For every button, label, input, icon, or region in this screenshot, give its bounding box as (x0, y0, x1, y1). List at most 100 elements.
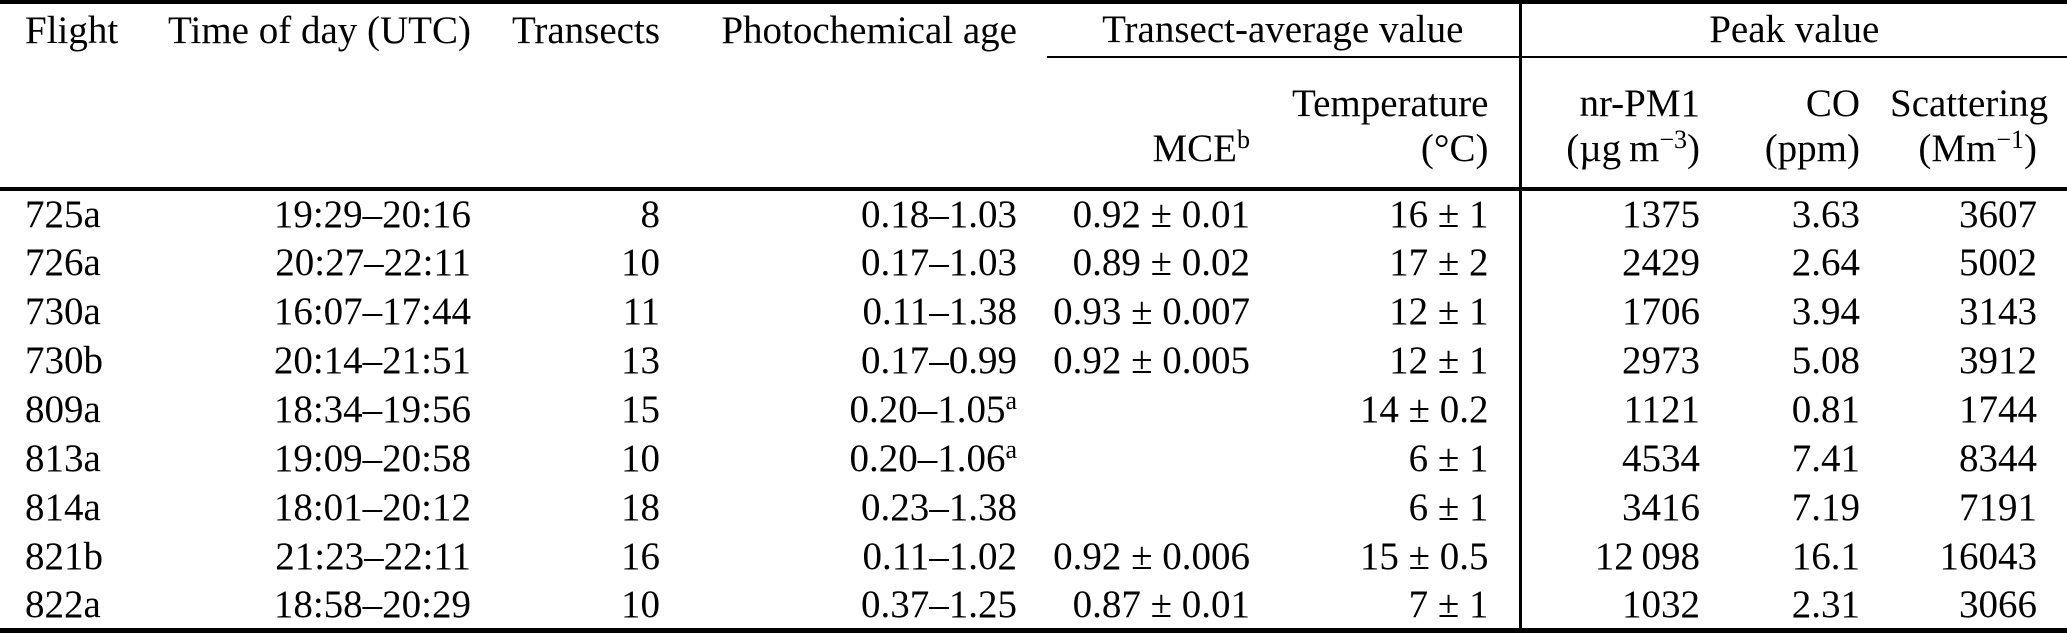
footnote-marker-a: a (1005, 435, 1017, 464)
cell-flight: 813a (25, 437, 101, 480)
cell-scattering: 16043 (1939, 535, 2038, 578)
header-row-groups: Flight Time of day (UTC) Transects Photo… (0, 2, 2067, 58)
cell-transects: 16 (621, 535, 660, 578)
cell-mce (1047, 385, 1280, 434)
age-range: 0.20–1.05 (849, 388, 1006, 431)
col-header-mce: MCEb (1047, 57, 1280, 191)
cell-photochemical-age: 0.17–0.99 (690, 336, 1047, 385)
table-row: 809a 18:34–19:56 15 0.20–1.05a 14 ± 0.2 … (0, 385, 2067, 434)
table-header: Flight Time of day (UTC) Transects Photo… (0, 2, 2067, 191)
cell-time-of-day: 18:58–20:29 (273, 582, 471, 626)
col-header-flight: Flight (25, 9, 119, 52)
scattering-unit-exponent: −1 (1996, 125, 2024, 154)
cell-transects: 13 (621, 339, 660, 382)
header-row-units: MCEb Temperature (°C) nr-PM1 (µg m−3) CO… (0, 57, 2067, 191)
group-header-peak-value: Peak value (1518, 2, 2067, 58)
table-body: 725a 19:29–20:16 8 0.18–1.03 0.92 ± 0.01… (0, 189, 2067, 630)
cell-scattering: 8344 (1959, 437, 2037, 480)
cell-flight: 822a (25, 582, 101, 626)
age-range: 0.11–1.38 (862, 290, 1017, 333)
cell-nrpm1: 12 098 (1518, 532, 1730, 581)
cell-photochemical-age: 0.11–1.02 (690, 532, 1047, 581)
cell-temperature: 17 ± 2 (1389, 241, 1489, 284)
spacer-cell (690, 57, 1047, 191)
cell-scattering: 3912 (1959, 339, 2037, 382)
cell-nrpm1: 2973 (1518, 336, 1730, 385)
cell-flight: 821b (25, 535, 103, 578)
cell-mce: 0.89 ± 0.02 (1072, 241, 1250, 284)
col-header-co: CO (ppm) (1730, 57, 1890, 191)
cell-co: 3.63 (1791, 193, 1860, 236)
cell-temperature: 6 ± 1 (1408, 437, 1489, 480)
scattering-unit-post: ) (2024, 127, 2037, 170)
cell-transects: 10 (621, 437, 660, 480)
cell-flight: 726a (25, 241, 101, 284)
cell-temperature: 16 ± 1 (1389, 193, 1489, 236)
cell-time-of-day: 20:14–21:51 (273, 339, 471, 382)
cell-co: 5.08 (1791, 339, 1860, 382)
cell-co: 2.31 (1791, 582, 1860, 626)
scattering-unit-pre: (Mm (1918, 127, 1997, 170)
cell-mce: 0.92 ± 0.006 (1053, 535, 1250, 578)
cell-scattering: 3143 (1959, 290, 2037, 333)
cell-photochemical-age: 0.37–1.25 (690, 581, 1047, 630)
col-header-scattering: Scattering (Mm−1) (1890, 57, 2067, 191)
cell-flight: 809a (25, 388, 101, 431)
table-row: 730a 16:07–17:44 11 0.11–1.38 0.93 ± 0.0… (0, 287, 2067, 336)
cell-time-of-day: 19:09–20:58 (273, 437, 471, 480)
spacer-cell (150, 57, 501, 191)
cell-time-of-day: 19:29–20:16 (273, 193, 471, 236)
cell-temperature: 7 ± 1 (1408, 582, 1489, 626)
cell-transects: 15 (621, 388, 660, 431)
cell-time-of-day: 20:27–22:11 (275, 241, 471, 284)
age-range: 0.17–0.99 (861, 339, 1017, 382)
group-header-transect-average-value: Transect-average value (1047, 2, 1520, 58)
cell-mce: 0.93 ± 0.007 (1053, 290, 1250, 333)
cell-temperature: 12 ± 1 (1389, 339, 1489, 382)
cell-photochemical-age: 0.20–1.06a (690, 434, 1047, 483)
footnote-marker-b: b (1237, 125, 1250, 154)
table-row: 813a 19:09–20:58 10 0.20–1.06a 6 ± 1 453… (0, 434, 2067, 483)
cell-photochemical-age: 0.20–1.05a (690, 385, 1047, 434)
cell-flight: 725a (25, 193, 101, 236)
nrpm1-unit: (µg m−3) (1522, 126, 1700, 171)
table-row: 814a 18:01–20:12 18 0.23–1.38 6 ± 1 3416… (0, 483, 2067, 532)
table-row: 730b 20:14–21:51 13 0.17–0.99 0.92 ± 0.0… (0, 336, 2067, 385)
scattering-unit: (Mm−1) (1890, 126, 2037, 171)
cell-co: 3.94 (1791, 290, 1860, 333)
cell-nrpm1: 1375 (1518, 189, 1730, 238)
col-header-temperature: Temperature (°C) (1280, 57, 1520, 191)
cell-flight: 730b (25, 339, 103, 382)
cell-time-of-day: 18:34–19:56 (273, 388, 471, 431)
cell-flight: 730a (25, 290, 101, 333)
col-header-transects: Transects (511, 9, 660, 52)
mce-label: MCE (1152, 127, 1237, 170)
table-row: 726a 20:27–22:11 10 0.17–1.03 0.89 ± 0.0… (0, 238, 2067, 287)
cell-nrpm1: 2429 (1518, 238, 1730, 287)
cell-temperature: 12 ± 1 (1389, 290, 1489, 333)
cell-photochemical-age: 0.17–1.03 (690, 238, 1047, 287)
cell-mce: 0.92 ± 0.005 (1053, 339, 1250, 382)
col-header-nrpm1: nr-PM1 (µg m−3) (1518, 57, 1730, 191)
cell-nrpm1: 1121 (1518, 385, 1730, 434)
cell-transects: 10 (621, 241, 660, 284)
cell-time-of-day: 16:07–17:44 (273, 290, 471, 333)
cell-temperature: 15 ± 0.5 (1359, 535, 1489, 578)
cell-temperature: 14 ± 0.2 (1359, 388, 1489, 431)
cell-temperature: 6 ± 1 (1408, 486, 1489, 529)
age-range: 0.17–1.03 (861, 241, 1017, 284)
cell-scattering: 3607 (1959, 193, 2037, 236)
age-range: 0.37–1.25 (861, 582, 1017, 626)
cell-transects: 8 (640, 193, 661, 236)
cell-mce: 0.92 ± 0.01 (1072, 193, 1250, 236)
cell-co: 2.64 (1791, 241, 1860, 284)
cell-mce: 0.87 ± 0.01 (1072, 582, 1250, 626)
cell-co: 7.19 (1791, 486, 1860, 529)
temperature-unit: (°C) (1420, 127, 1489, 170)
co-label: CO (1805, 82, 1860, 125)
scattering-label: Scattering (1890, 82, 2049, 125)
age-range: 0.23–1.38 (861, 486, 1017, 529)
nrpm1-unit-pre: (µg m (1566, 127, 1660, 170)
cell-nrpm1: 1032 (1518, 581, 1730, 630)
age-range: 0.11–1.02 (862, 535, 1017, 578)
